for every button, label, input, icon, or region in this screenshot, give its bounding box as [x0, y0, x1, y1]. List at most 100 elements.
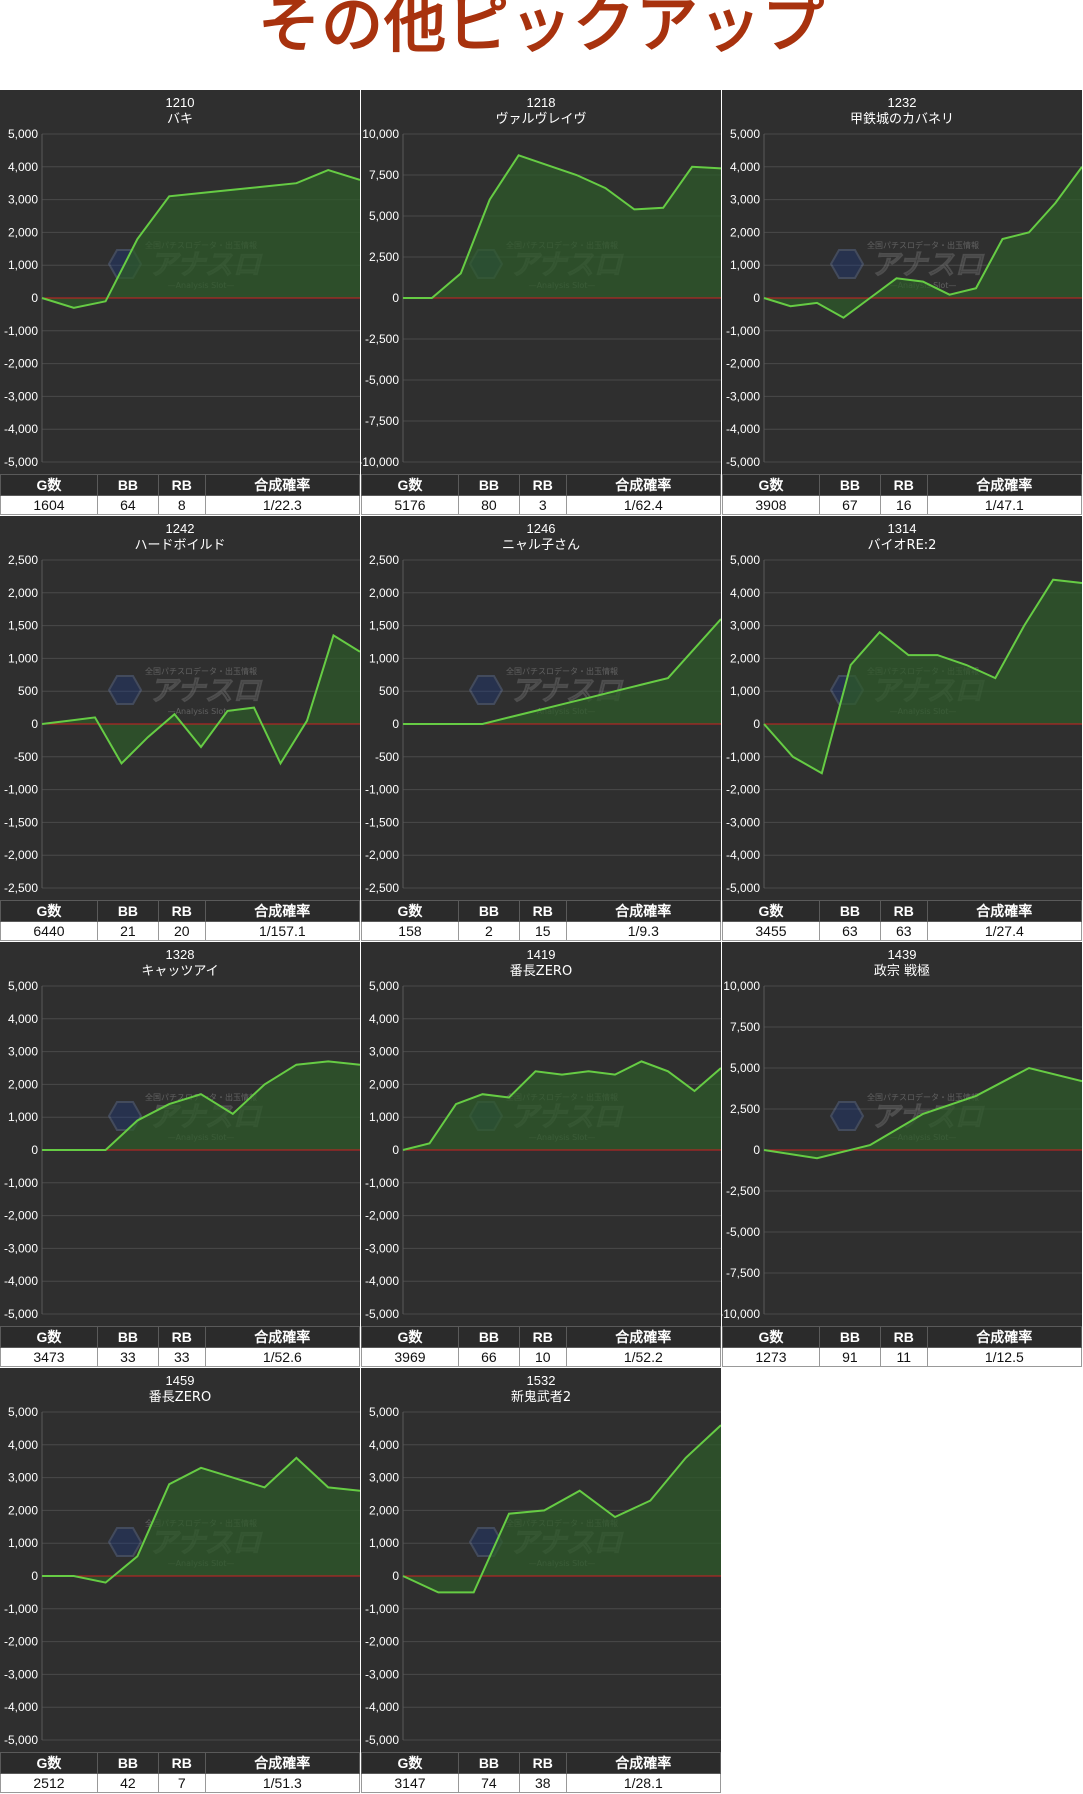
- stats-table: G数 BB RB 合成確率 3908 67 16 1/47.1: [722, 474, 1083, 515]
- y-tick-label: -5,000: [726, 455, 760, 469]
- stats-header-cell: RB: [518, 1752, 567, 1774]
- stats-header-cell: RB: [157, 900, 206, 922]
- stat-rb: 11: [879, 1347, 928, 1367]
- y-tick-label: -1,000: [365, 1176, 399, 1190]
- stat-probability: 1/157.1: [204, 921, 361, 941]
- stats-header-cell: BB: [457, 900, 520, 922]
- chart-panel: 2,500 2,000 1,500 1,000 500 0 -500 -1,000 -1,500…: [361, 516, 722, 942]
- chart-panel: 10,000 7,500 5,000 2,500 0 -2,500 -5,000 -7,500…: [722, 942, 1083, 1368]
- y-tick-label: -2,000: [4, 1635, 38, 1649]
- stat-bb: 21: [96, 921, 159, 941]
- y-tick-label: -2,000: [4, 357, 38, 371]
- y-tick-label: 4,000: [8, 160, 38, 174]
- y-tick-label: 0: [31, 291, 38, 305]
- stats-header-cell: 合成確率: [204, 474, 361, 496]
- logo-icon: [107, 1527, 143, 1557]
- y-tick-label: 2,500: [8, 553, 38, 567]
- stats-header-cell: BB: [96, 1752, 159, 1774]
- y-tick-label: -1,000: [4, 1176, 38, 1190]
- y-tick-label: 5,000: [369, 209, 399, 223]
- y-tick-label: 1,000: [369, 651, 399, 665]
- stats-header-cell: RB: [518, 900, 567, 922]
- chart: 5,000 4,000 3,000 2,000 1,000 0 -1,000 -2,000 -3…: [0, 942, 360, 1326]
- y-tick-label: -10,000: [361, 455, 399, 469]
- stats-table: G数 BB RB 合成確率 6440 21 20 1/157.1: [0, 900, 361, 941]
- stat-probability: 1/52.2: [565, 1347, 722, 1367]
- stat-rb: 10: [518, 1347, 567, 1367]
- y-tick-label: 2,000: [8, 586, 38, 600]
- chart-subtitle: 新鬼武者2: [511, 1389, 571, 1405]
- y-tick-label: 5,000: [730, 553, 760, 567]
- y-tick-label: 3,000: [8, 1045, 38, 1059]
- y-tick-label: 5,000: [369, 1405, 399, 1419]
- y-tick-label: 7,500: [730, 1020, 760, 1034]
- chart-panel: 2,500 2,000 1,500 1,000 500 0 -500 -1,000 -1,500…: [0, 516, 361, 942]
- y-tick-label: 4,000: [369, 1438, 399, 1452]
- y-tick-label: -3,000: [4, 1667, 38, 1681]
- area-fill: [764, 1068, 1082, 1159]
- stats-header-cell: BB: [457, 1752, 520, 1774]
- chart: 5,000 4,000 3,000 2,000 1,000 0 -1,000 -2,000 -3…: [722, 516, 1082, 900]
- stat-bb: 67: [818, 495, 881, 515]
- y-tick-label: -2,000: [4, 1209, 38, 1223]
- stat-bb: 42: [96, 1773, 159, 1793]
- stats-table: G数 BB RB 合成確率 1604 64 8 1/22.3: [0, 474, 361, 515]
- stats-header-cell: G数: [361, 474, 459, 496]
- chart: 5,000 4,000 3,000 2,000 1,000 0 -1,000 -2,000 -3…: [361, 1368, 721, 1752]
- stats-header-cell: G数: [0, 474, 98, 496]
- stats-header-cell: 合成確率: [565, 474, 722, 496]
- y-tick-label: -2,500: [365, 332, 399, 346]
- y-tick-label: 2,000: [8, 1077, 38, 1091]
- stat-rb: 7: [157, 1773, 206, 1793]
- y-tick-label: 2,500: [369, 250, 399, 264]
- chart-title: 1246: [527, 521, 556, 536]
- stats-table: G数 BB RB 合成確率 1273 91 11 1/12.5: [722, 1326, 1083, 1367]
- stats-header-cell: BB: [457, 1326, 520, 1348]
- stat-rb: 16: [879, 495, 928, 515]
- chart-panel: 5,000 4,000 3,000 2,000 1,000 0 -1,000 -2,000 -3…: [722, 90, 1083, 516]
- stats-header-cell: 合成確率: [204, 1752, 361, 1774]
- chart-panel: 5,000 4,000 3,000 2,000 1,000 0 -1,000 -2,000 -3…: [0, 90, 361, 516]
- stat-games: 3969: [361, 1347, 459, 1367]
- y-tick-label: -5,000: [726, 881, 760, 895]
- stats-header-cell: 合成確率: [565, 900, 722, 922]
- y-tick-label: -7,500: [726, 1266, 760, 1280]
- stat-probability: 1/27.4: [926, 921, 1083, 941]
- stats-header-cell: G数: [361, 900, 459, 922]
- chart: 10,000 7,500 5,000 2,500 0 -2,500 -5,000 -7,500…: [361, 90, 721, 474]
- stat-games: 3473: [0, 1347, 98, 1367]
- y-tick-label: 2,500: [730, 1102, 760, 1116]
- area-fill: [42, 1061, 360, 1150]
- y-tick-label: -2,000: [726, 357, 760, 371]
- stats-header-cell: RB: [518, 474, 567, 496]
- logo-icon: [829, 249, 865, 279]
- y-tick-label: -2,000: [365, 1209, 399, 1223]
- watermark-top: 全国パチスロデータ・出玉情報: [506, 666, 618, 676]
- y-tick-label: 3,000: [8, 193, 38, 207]
- stats-header-cell: 合成確率: [926, 900, 1083, 922]
- y-tick-label: 0: [31, 1143, 38, 1157]
- area-fill: [403, 155, 721, 298]
- y-tick-label: 3,000: [369, 1471, 399, 1485]
- y-tick-label: 4,000: [730, 160, 760, 174]
- y-tick-label: 2,000: [369, 586, 399, 600]
- stat-rb: 15: [518, 921, 567, 941]
- y-tick-label: -500: [14, 750, 38, 764]
- y-tick-label: 2,000: [730, 225, 760, 239]
- y-tick-label: 10,000: [723, 979, 760, 993]
- stats-table: G数 BB RB 合成確率 2512 42 7 1/51.3: [0, 1752, 361, 1793]
- stats-header-cell: BB: [96, 900, 159, 922]
- y-tick-label: -2,500: [365, 881, 399, 895]
- chart-panel: 5,000 4,000 3,000 2,000 1,000 0 -1,000 -2,000 -3…: [361, 942, 722, 1368]
- y-tick-label: -2,500: [726, 1184, 760, 1198]
- watermark-brand: アナスロ: [149, 674, 262, 707]
- y-tick-label: 500: [18, 684, 38, 698]
- stat-bb: 33: [96, 1347, 159, 1367]
- stats-header-cell: BB: [818, 474, 881, 496]
- chart-title: 1210: [166, 95, 195, 110]
- stats-header-cell: BB: [818, 1326, 881, 1348]
- stat-bb: 64: [96, 495, 159, 515]
- stat-rb: 3: [518, 495, 567, 515]
- stats-header-cell: RB: [518, 1326, 567, 1348]
- stats-table: G数 BB RB 合成確率 3969 66 10 1/52.2: [361, 1326, 722, 1367]
